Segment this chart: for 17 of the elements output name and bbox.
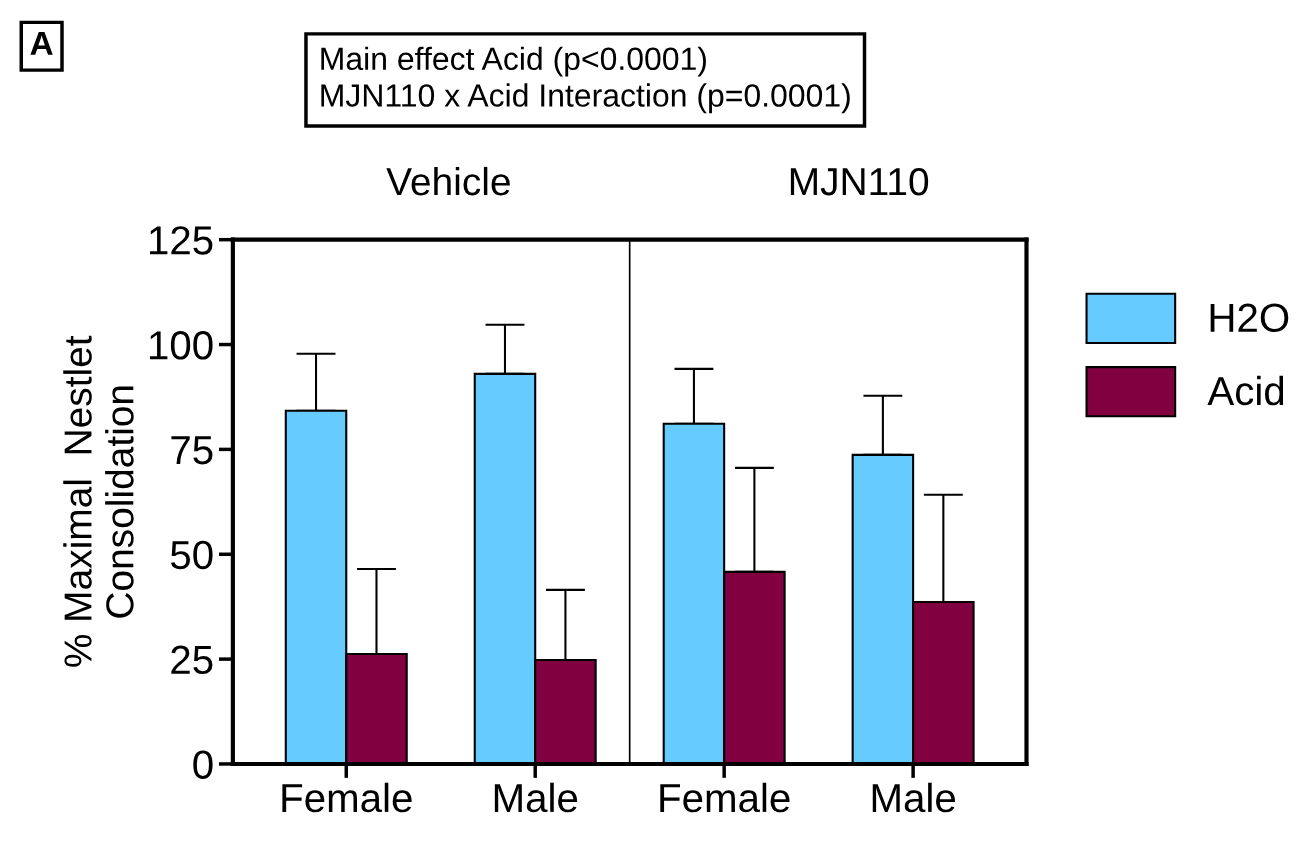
x-tick-label: Male <box>494 782 578 813</box>
text: Main effect Acid (p<0.0001) MJN110 x Acid Interaction (p=0.0001) <box>321 46 850 114</box>
text: Vehicle <box>386 166 510 196</box>
x-tick-label: Female <box>282 782 412 813</box>
text: A <box>30 31 53 55</box>
x-tick-label: Male <box>872 782 955 813</box>
text: MJN110 <box>790 167 929 196</box>
y-tick-label: 100 <box>150 331 213 360</box>
y-axis-title: % Maximal Nestlet Consolidation <box>63 335 134 667</box>
y-tick-label: 125 <box>150 226 213 255</box>
y-tick-label: 0 <box>193 750 213 779</box>
legend-label: H2O <box>1210 303 1289 333</box>
y-tick-label: 75 <box>171 436 213 465</box>
legend-label: Acid <box>1207 375 1284 406</box>
y-tick-label: 25 <box>171 645 213 675</box>
x-tick-label: Female <box>660 782 790 813</box>
y-tick-label: 50 <box>170 540 213 570</box>
